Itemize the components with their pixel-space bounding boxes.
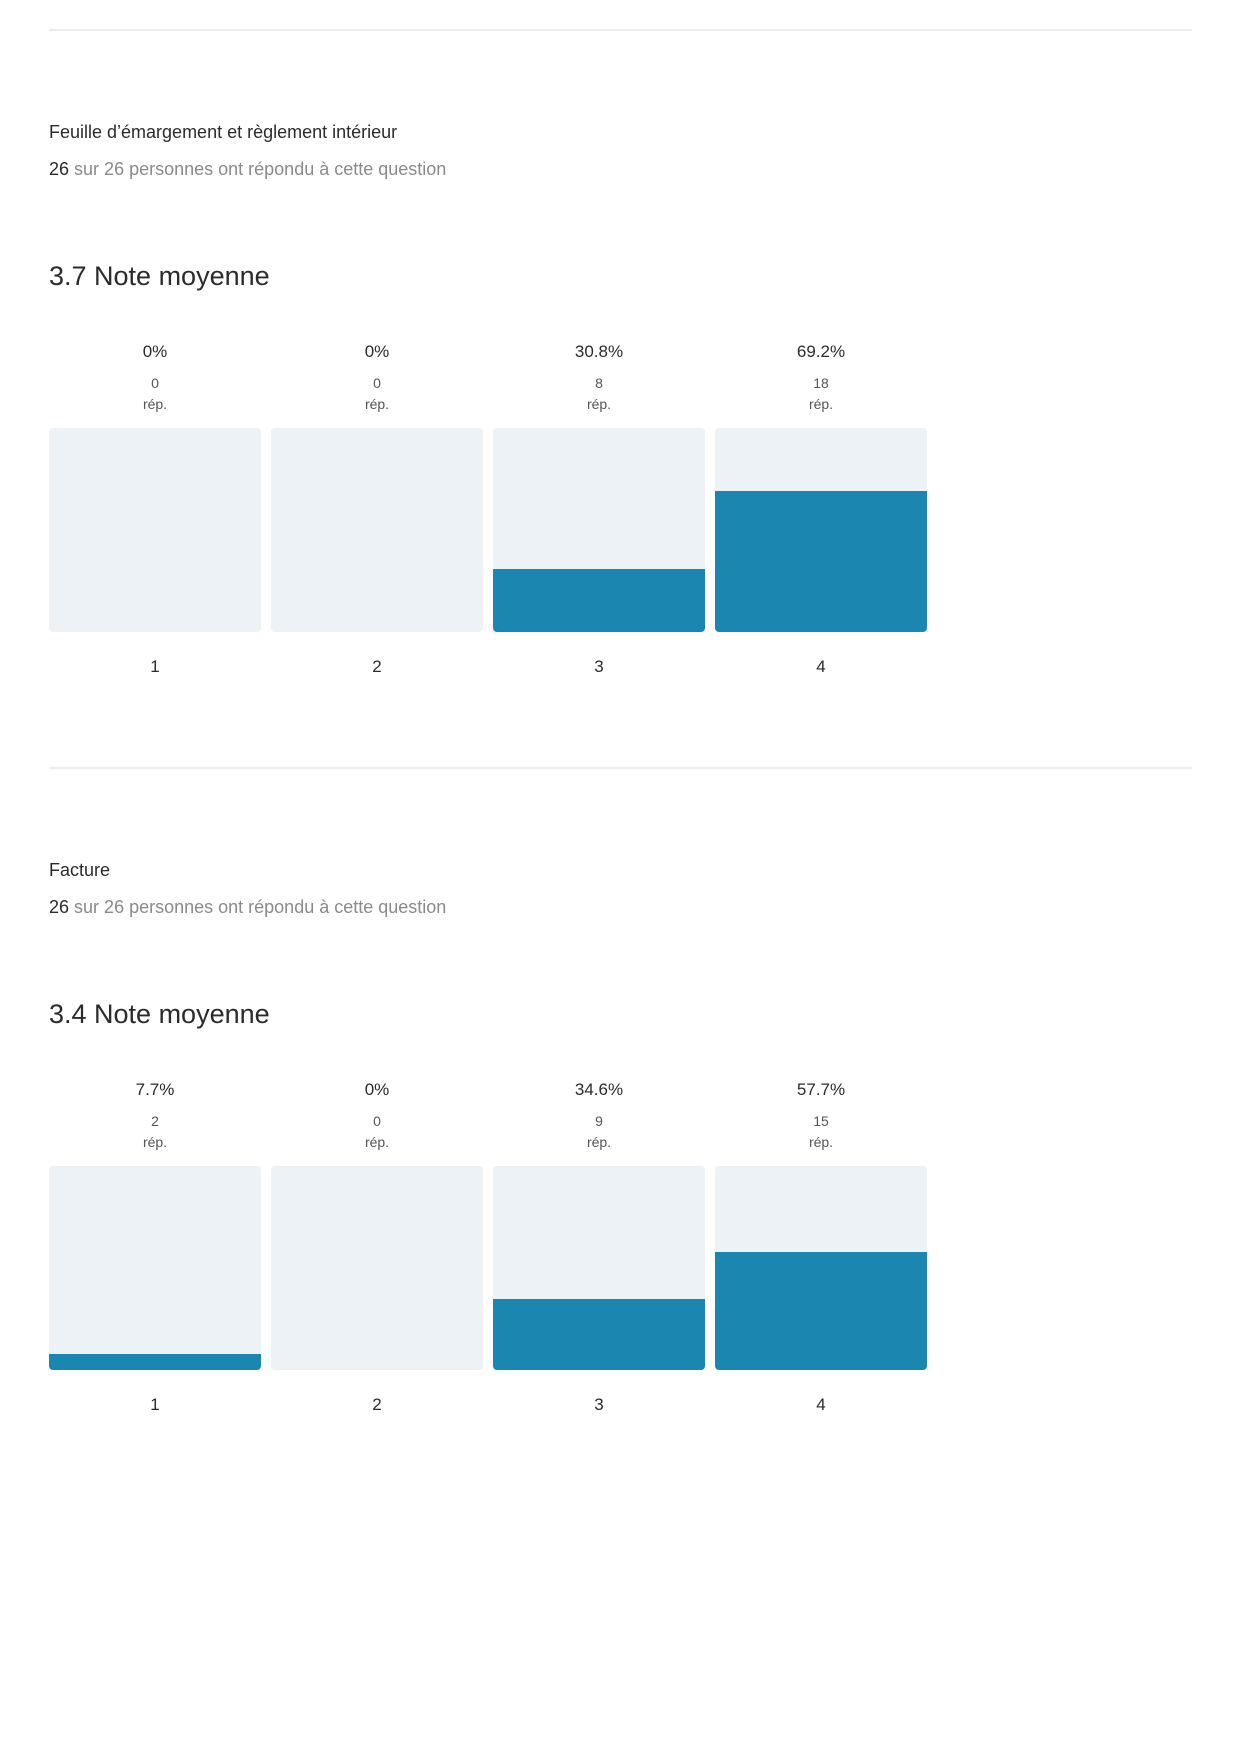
percent-label: 69.2% xyxy=(796,342,846,361)
bar-fill xyxy=(493,569,705,632)
category-label: 4 xyxy=(816,657,826,676)
response-count-number: 26 xyxy=(49,897,70,917)
bar-track xyxy=(715,428,927,632)
percent-label: 30.8% xyxy=(574,342,624,361)
bar-track xyxy=(49,1166,261,1370)
count-unit-label: rép. xyxy=(586,396,612,412)
category-label: 2 xyxy=(372,657,382,676)
count-label: 18 xyxy=(813,375,829,391)
category-label: 3 xyxy=(594,1395,604,1414)
bar-track xyxy=(493,1166,705,1370)
count-unit-label: rép. xyxy=(364,1134,390,1150)
average-rating: 3.7 Note moyenne xyxy=(49,261,270,291)
count-label: 0 xyxy=(373,1113,381,1129)
count-label: 8 xyxy=(595,375,603,391)
rating-column: 0% 0 rép. 2 xyxy=(271,342,483,676)
percent-label: 7.7% xyxy=(135,1080,175,1099)
response-count-text: sur 26 personnes ont répondu à cette que… xyxy=(74,897,447,917)
response-count-text: sur 26 personnes ont répondu à cette que… xyxy=(74,159,447,179)
rating-chart: 7.7% 2 rép. 1 0% 0 rép. 2 34.6% 9 rép. 3 57.7% 15 rép.… xyxy=(49,1080,949,1414)
rating-column: 7.7% 2 rép. 1 xyxy=(49,1080,261,1414)
question-title: Facture xyxy=(49,860,111,880)
rating-column: 34.6% 9 rép. 3 xyxy=(493,1080,705,1414)
category-label: 2 xyxy=(372,1395,382,1414)
response-count: 26 sur 26 personnes ont répondu à cette … xyxy=(49,159,446,180)
category-label: 1 xyxy=(150,657,160,676)
top-divider xyxy=(49,29,1192,31)
response-count-number: 26 xyxy=(49,159,70,179)
category-label: 3 xyxy=(594,657,604,676)
bar-track xyxy=(271,428,483,632)
bar-fill xyxy=(715,1252,927,1370)
rating-column: 57.7% 15 rép. 4 xyxy=(715,1080,927,1414)
count-label: 2 xyxy=(151,1113,159,1129)
percent-label: 0% xyxy=(142,342,168,361)
count-unit-label: rép. xyxy=(808,396,834,412)
category-label: 1 xyxy=(150,1395,160,1414)
percent-label: 0% xyxy=(364,342,390,361)
bar-track xyxy=(715,1166,927,1370)
count-label: 15 xyxy=(813,1113,829,1129)
average-rating: 3.4 Note moyenne xyxy=(49,999,270,1029)
rating-column: 0% 0 rép. 2 xyxy=(271,1080,483,1414)
count-unit-label: rép. xyxy=(142,1134,168,1150)
rating-column: 69.2% 18 rép. 4 xyxy=(715,342,927,676)
percent-label: 57.7% xyxy=(796,1080,846,1099)
count-unit-label: rép. xyxy=(364,396,390,412)
count-unit-label: rép. xyxy=(808,1134,834,1150)
bar-track xyxy=(493,428,705,632)
question-title: Feuille d’émargement et règlement intéri… xyxy=(49,122,398,142)
count-unit-label: rép. xyxy=(586,1134,612,1150)
count-label: 9 xyxy=(595,1113,603,1129)
rating-column: 0% 0 rép. 1 xyxy=(49,342,261,676)
bar-fill xyxy=(49,1354,261,1370)
bar-fill xyxy=(715,490,927,632)
count-label: 0 xyxy=(373,375,381,391)
count-label: 0 xyxy=(151,375,159,391)
rating-chart: 0% 0 rép. 1 0% 0 rép. 2 30.8% 8 rép. 3 69.2% 18 rép. 4 xyxy=(49,342,949,676)
percent-label: 0% xyxy=(364,1080,390,1099)
bar-track xyxy=(49,428,261,632)
rating-column: 30.8% 8 rép. 3 xyxy=(493,342,705,676)
bar-track xyxy=(271,1166,483,1370)
bar-fill xyxy=(493,1299,705,1370)
category-label: 4 xyxy=(816,1395,826,1414)
section-divider xyxy=(49,767,1192,769)
response-count: 26 sur 26 personnes ont répondu à cette … xyxy=(49,897,446,918)
percent-label: 34.6% xyxy=(574,1080,624,1099)
count-unit-label: rép. xyxy=(142,396,168,412)
